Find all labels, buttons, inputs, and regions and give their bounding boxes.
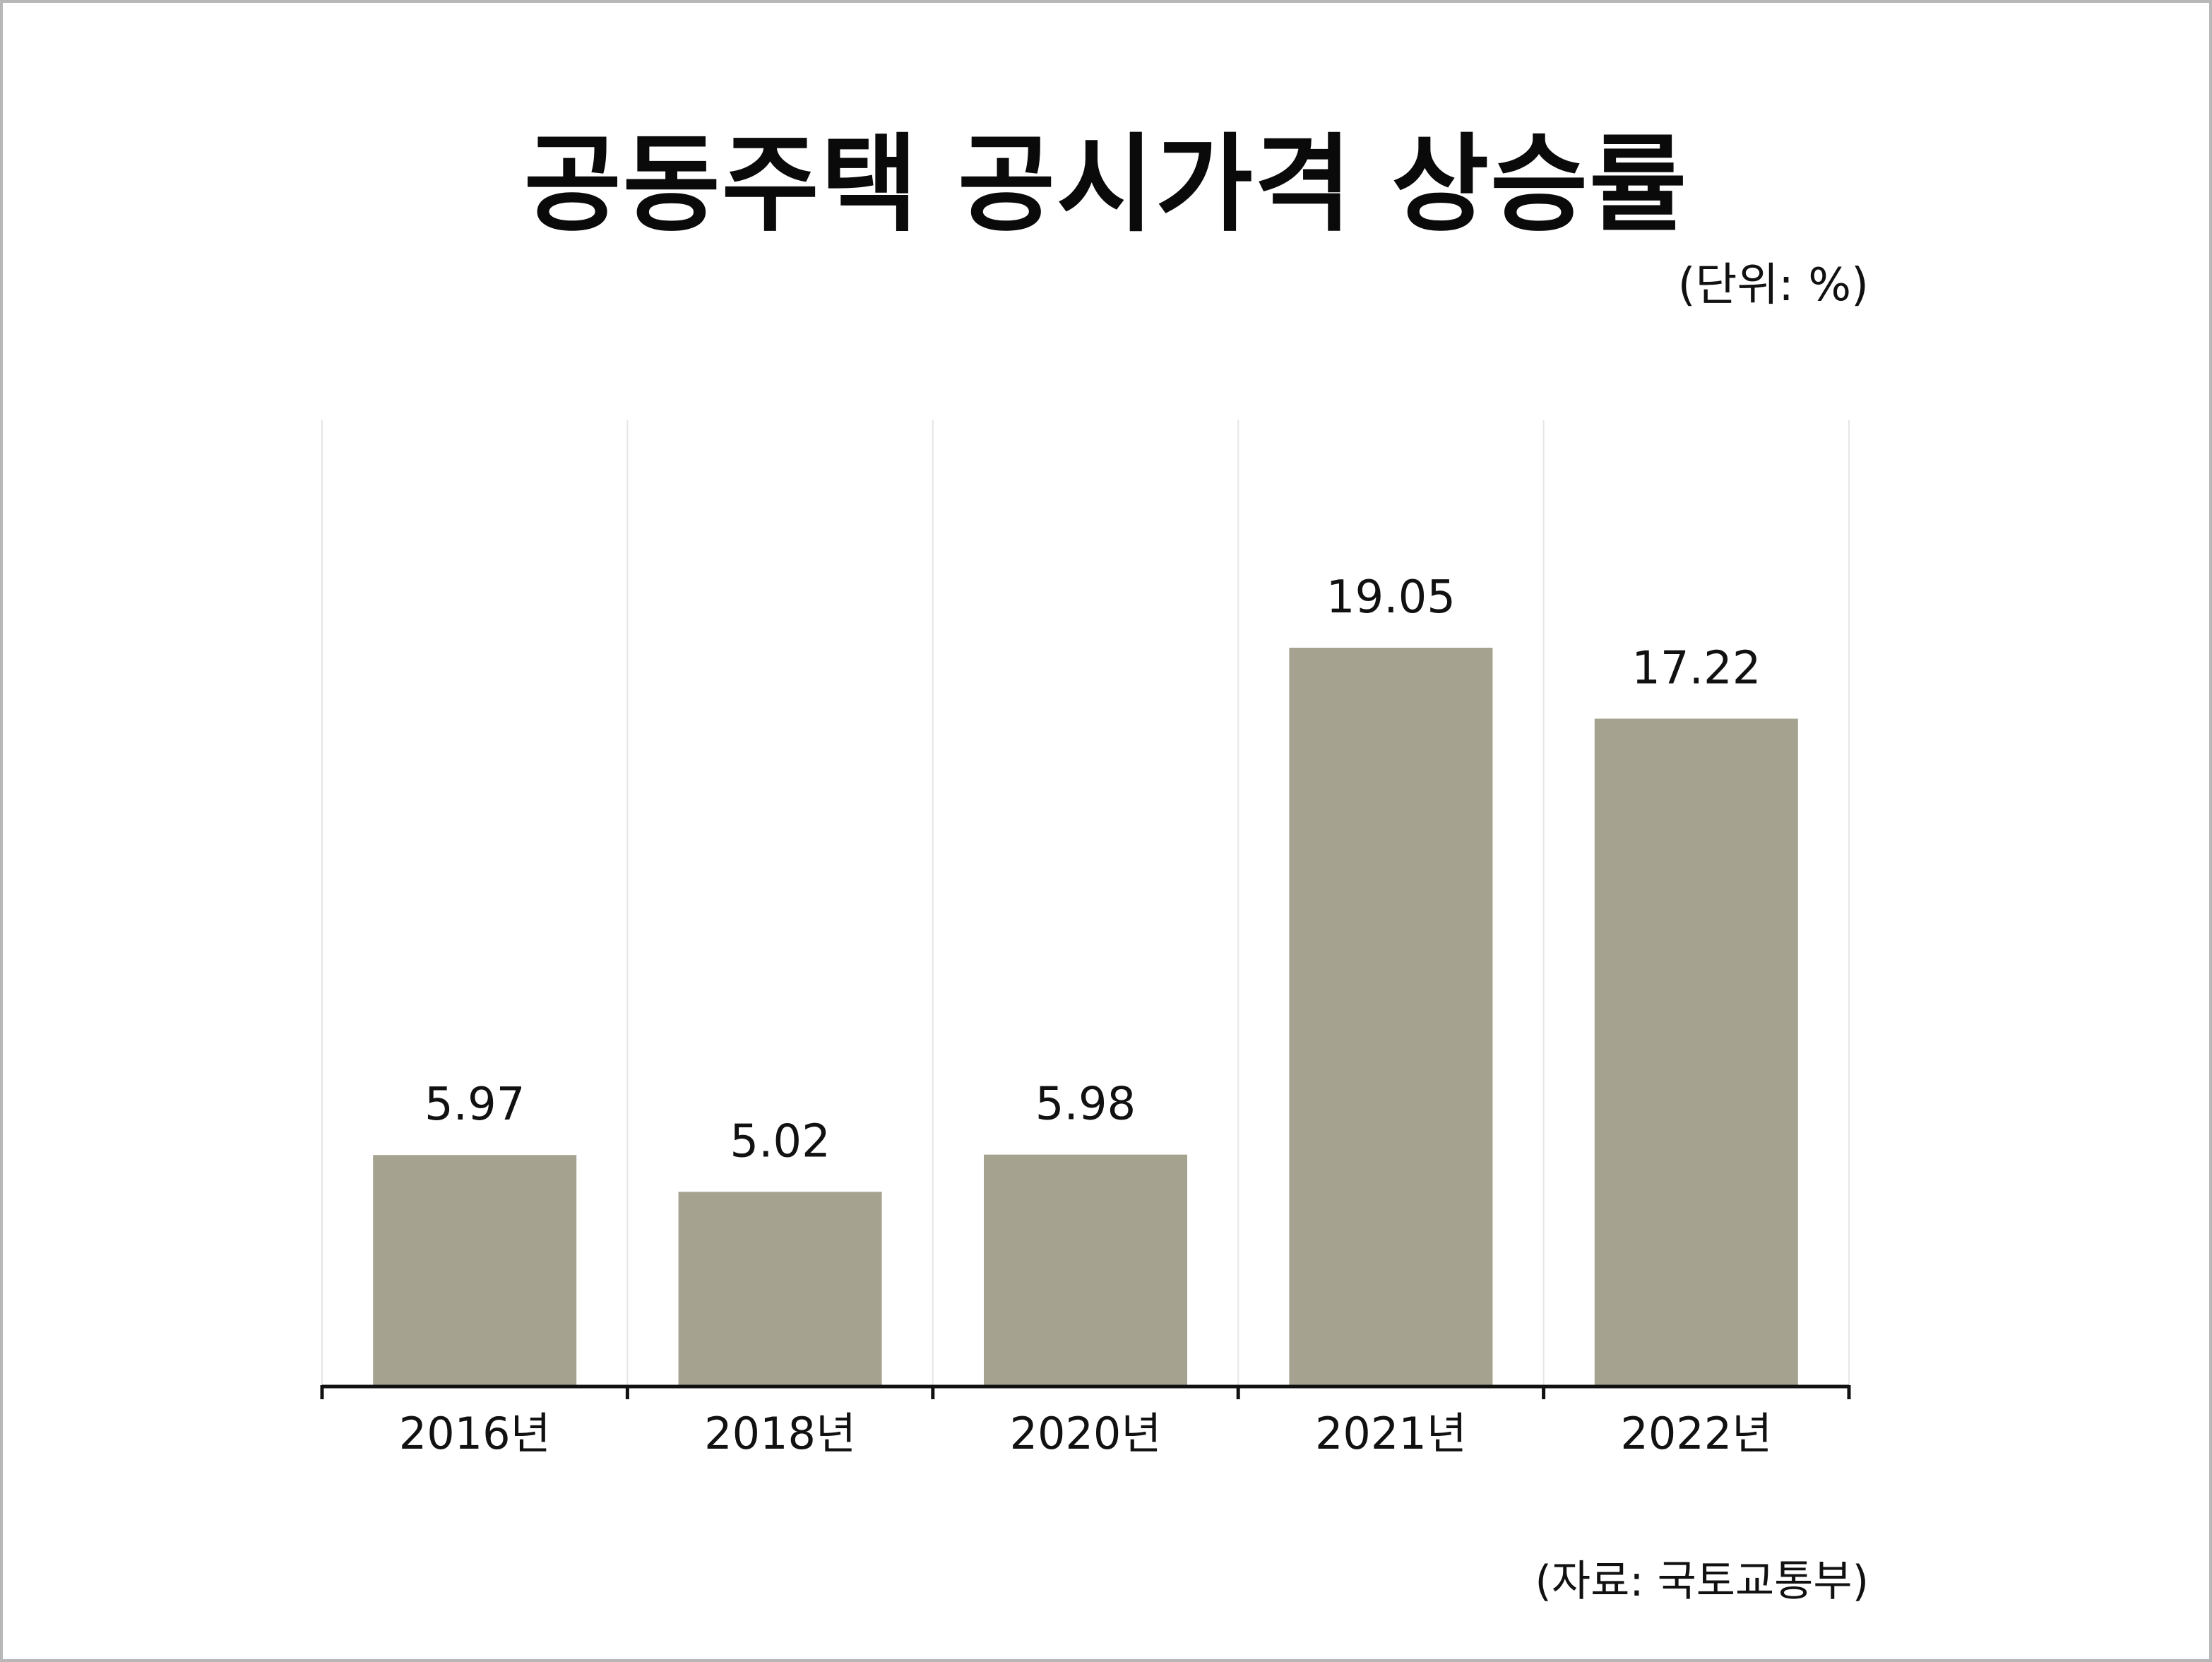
value-labels: 5.97 5.02 5.98 19.05 17.22	[424, 571, 1761, 1168]
x-tick-label: 2022년	[1620, 1408, 1772, 1459]
chart-title: 공동주택 공시가격 상승률	[523, 124, 1689, 247]
x-tick-label: 2021년	[1315, 1408, 1467, 1459]
bar-value-label: 5.98	[1035, 1079, 1136, 1131]
source-note: (자료: 국토교통부)	[1535, 1557, 1869, 1606]
bar-value-label: 5.02	[730, 1115, 831, 1168]
x-tick-label: 2018년	[704, 1408, 856, 1459]
bar-value-label: 5.97	[424, 1079, 525, 1131]
x-tick-label: 2020년	[1010, 1408, 1162, 1459]
bar-value-label: 17.22	[1631, 642, 1761, 694]
x-tick-labels: 2016년 2018년 2020년 2021년 2022년	[399, 1408, 1772, 1459]
bar	[1289, 648, 1493, 1387]
x-axis	[320, 1384, 1851, 1399]
grid-lines	[321, 420, 1850, 1387]
bar	[373, 1155, 577, 1387]
unit-note: (단위: %)	[1677, 259, 1869, 311]
x-tick-label: 2016년	[399, 1408, 551, 1459]
bar	[984, 1154, 1187, 1387]
bars	[373, 648, 1798, 1387]
bar-value-label: 19.05	[1326, 571, 1456, 624]
bar	[1594, 718, 1798, 1387]
bar	[678, 1192, 882, 1387]
